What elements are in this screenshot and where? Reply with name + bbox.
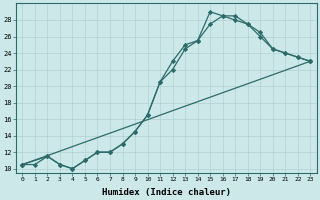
X-axis label: Humidex (Indice chaleur): Humidex (Indice chaleur) — [102, 188, 231, 197]
